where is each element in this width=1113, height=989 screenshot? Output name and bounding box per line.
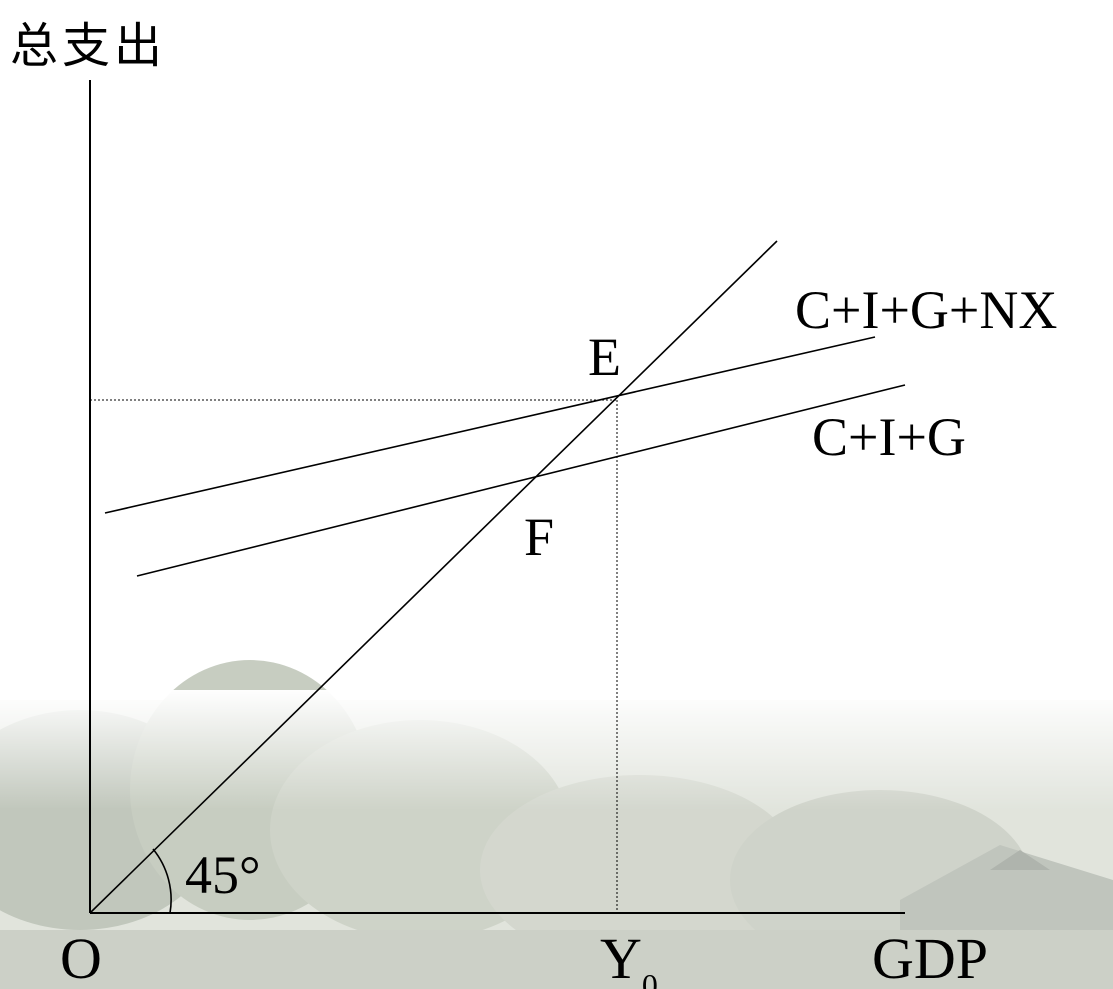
point-e-label: E xyxy=(588,327,621,387)
y-axis-label: 总支出 xyxy=(10,18,167,74)
line-45-degree xyxy=(89,240,778,914)
x-tick-y0-base: Y xyxy=(600,926,642,989)
label-c-i-g: C+I+G xyxy=(812,407,966,467)
angle-arc-45 xyxy=(152,848,172,914)
point-f-label: F xyxy=(524,507,555,567)
label-c-i-g-nx: C+I+G+NX xyxy=(795,280,1058,340)
angle-label-45: 45° xyxy=(185,845,261,905)
x-tick-y0-subscript: 0 xyxy=(641,967,658,989)
x-axis-label: GDP xyxy=(872,926,989,989)
origin-label: O xyxy=(60,926,102,989)
background-scene xyxy=(0,660,1113,989)
line-c-i-g-nx xyxy=(104,336,876,514)
line-c-i-g xyxy=(136,384,906,577)
x-tick-y0: Y0 xyxy=(600,930,658,989)
